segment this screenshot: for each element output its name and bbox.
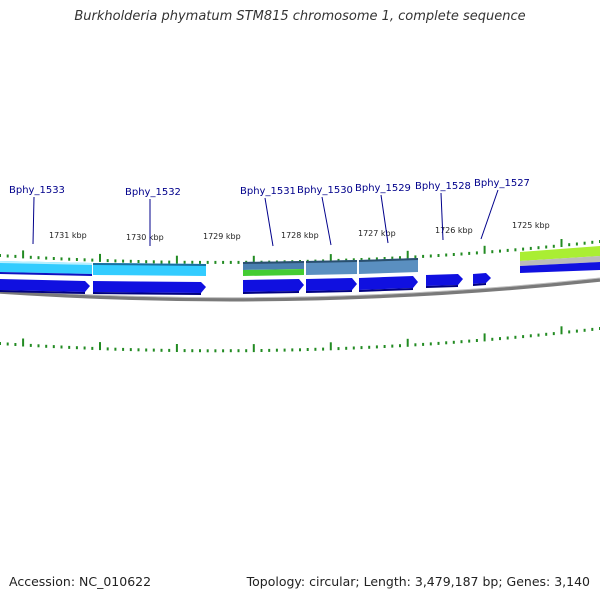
feature-band-cyan-1 [0, 261, 92, 276]
scale-label: 1726 kbp [435, 226, 473, 235]
leader-line [321, 196, 332, 246]
scale-label: 1725 kbp [512, 221, 550, 230]
chromosome-backbone [0, 278, 600, 302]
scale-label: 1729 kbp [203, 232, 241, 241]
sequence-summary: Topology: circular; Length: 3,479,187 bp… [246, 574, 590, 589]
gene-arrow-bphy-1531[interactable] [243, 279, 304, 294]
gene-label-bphy-1530[interactable]: Bphy_1530 [297, 185, 353, 196]
leader-line [32, 196, 35, 245]
gene-label-bphy-1532[interactable]: Bphy_1532 [125, 187, 181, 198]
tick-row-outer [0, 239, 600, 264]
gene-label-bphy-1531[interactable]: Bphy_1531 [240, 186, 296, 197]
gene-label-bphy-1527[interactable]: Bphy_1527 [474, 178, 530, 189]
accession-text: Accession: NC_010622 [9, 574, 152, 589]
feature-band-steel-green [243, 261, 304, 276]
chromosome-backbone-highlight [0, 277, 600, 299]
gene-arrow-bphy-1528[interactable] [426, 274, 463, 288]
leader-line [380, 194, 389, 244]
gene-arrow-bphy-1533[interactable] [0, 279, 90, 294]
feature-band-lime [520, 246, 600, 273]
scale-label: 1730 kbp [126, 233, 164, 242]
gene-label-bphy-1529[interactable]: Bphy_1529 [355, 183, 411, 194]
feature-band-steel-1 [306, 260, 357, 275]
gene-arrow-bphy-1530[interactable] [306, 278, 357, 293]
leader-line [480, 189, 499, 240]
leader-line [440, 192, 444, 241]
leader-line [264, 197, 274, 247]
scale-label: 1728 kbp [281, 231, 319, 240]
scale-label: 1731 kbp [49, 231, 87, 240]
gene-label-bphy-1533[interactable]: Bphy_1533 [9, 185, 65, 196]
tick-row-inner [0, 326, 600, 353]
map-title: Burkholderia phymatum STM815 chromosome … [74, 9, 526, 24]
feature-band-cyan-2 [93, 263, 206, 276]
gene-arrow-bphy-1532[interactable] [93, 281, 206, 295]
scale-label: 1727 kbp [358, 229, 396, 238]
gene-arrow-bphy-1527[interactable] [473, 273, 491, 286]
feature-band-steel-2 [359, 258, 418, 274]
gene-label-bphy-1528[interactable]: Bphy_1528 [415, 181, 471, 192]
gene-arrow-bphy-1529[interactable] [359, 276, 418, 292]
